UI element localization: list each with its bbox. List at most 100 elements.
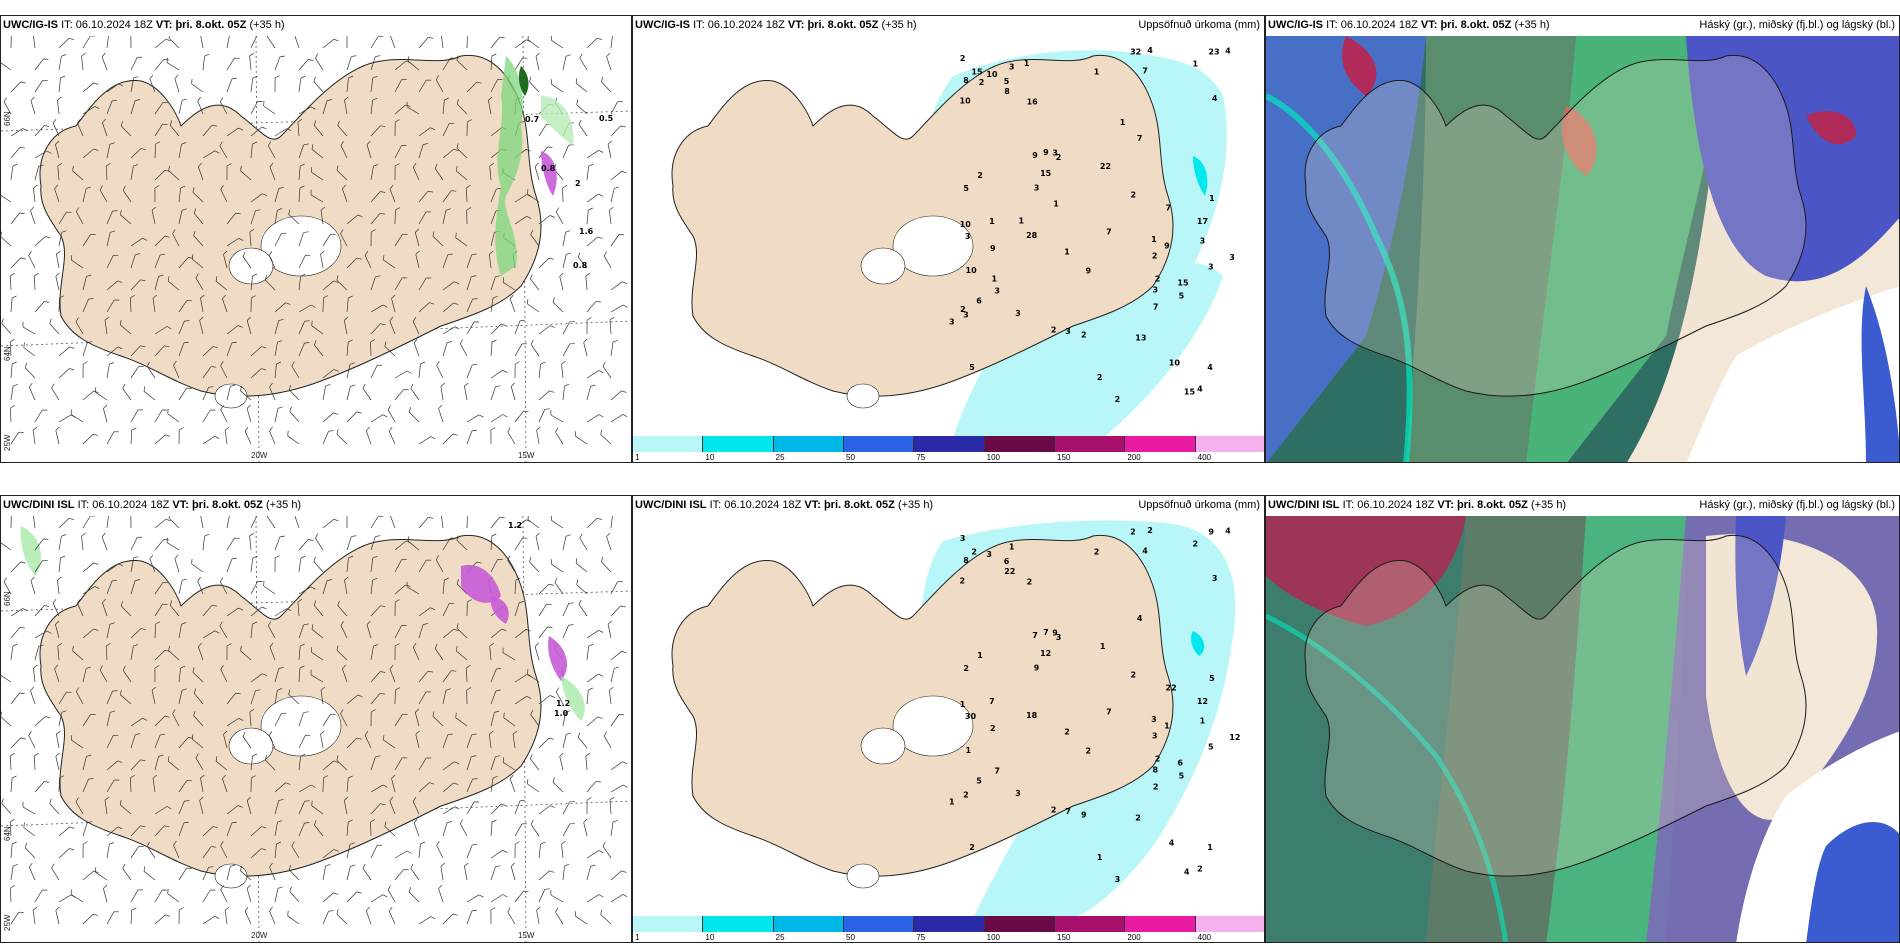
wind-barb-flag xyxy=(12,163,18,167)
wind-barb-flag xyxy=(72,645,74,651)
wind-barb xyxy=(274,668,280,683)
wind-barb xyxy=(267,145,276,159)
wind-barb xyxy=(154,649,166,661)
wind-barb xyxy=(154,715,166,727)
wind-barb xyxy=(57,100,60,115)
wind-barb-flag xyxy=(69,368,75,371)
wind-barb-flag xyxy=(300,555,306,559)
precip-value: 2 xyxy=(1027,578,1033,587)
precip-value: 3 xyxy=(949,317,955,326)
wind-barb-flag xyxy=(320,206,326,211)
wind-barb-flag xyxy=(590,384,596,387)
wind-barb xyxy=(311,149,324,159)
wind-barb xyxy=(51,387,60,401)
precip-value: 9 xyxy=(990,244,996,253)
wind-barb-flag xyxy=(357,694,363,698)
wind-barb xyxy=(322,849,335,859)
wind-barb xyxy=(191,258,204,269)
wind-barb-flag xyxy=(495,385,501,388)
wind-barb xyxy=(106,144,111,159)
wind-barb xyxy=(432,236,444,247)
legend-swatch xyxy=(914,916,985,932)
wind-barb xyxy=(200,516,204,529)
wind-barb-flag xyxy=(268,621,272,626)
wind-barb xyxy=(191,563,204,573)
lon-label: 15W xyxy=(518,931,535,940)
wind-barb xyxy=(82,342,88,357)
wind-barb xyxy=(562,56,567,71)
wind-barb xyxy=(291,845,300,859)
wind-barb-flag xyxy=(88,778,94,780)
wind-barb-flag xyxy=(454,281,460,285)
precip-value: 3 xyxy=(963,311,969,320)
wind-barb-flag xyxy=(249,708,255,713)
wind-barb xyxy=(289,389,300,401)
wind-barb xyxy=(246,408,252,423)
wind-barb xyxy=(220,845,228,859)
wind-barb-flag xyxy=(168,36,170,39)
wind-barb-flag xyxy=(534,642,539,647)
wind-barb-flag xyxy=(10,273,15,277)
wind-barb xyxy=(601,561,612,573)
svg-text:0.5: 0.5 xyxy=(599,114,614,123)
wind-barb xyxy=(534,166,540,181)
wind-barb-flag xyxy=(464,862,469,867)
wind-barb-flag xyxy=(519,601,525,603)
wind-barb xyxy=(122,868,132,881)
wind-barb-flag xyxy=(622,784,628,788)
panel-header: UWC/IG-IS IT: 06.10.2024 18Z VT: þri. 8.… xyxy=(1268,19,1550,31)
legend-tick: 75 xyxy=(916,453,926,462)
precip-value: 5 xyxy=(969,363,975,372)
wind-barb xyxy=(178,690,183,705)
wind-barb xyxy=(298,735,306,749)
wind-barb xyxy=(314,344,324,357)
wind-barb-flag xyxy=(387,405,391,410)
wind-barb xyxy=(610,342,614,357)
wind-barb xyxy=(99,669,108,683)
wind-barb xyxy=(562,254,567,269)
wind-barb-flag xyxy=(395,119,400,123)
wind-barb-flag xyxy=(182,98,187,101)
legend-tick: 75 xyxy=(916,933,926,942)
wind-barb xyxy=(106,232,111,247)
precip-value: 5 xyxy=(976,777,982,786)
wind-barb-flag xyxy=(166,326,172,330)
wind-barb xyxy=(23,827,36,837)
wind-barb-flag xyxy=(544,888,550,890)
wind-barb-flag xyxy=(544,408,550,410)
wind-barb-flag xyxy=(246,404,251,409)
wind-barb xyxy=(585,275,588,291)
wind-barb xyxy=(34,630,48,639)
panel-title: Uppsöfnuð úrkoma (mm) xyxy=(1138,19,1260,31)
wind-barb xyxy=(266,516,276,529)
wind-barb xyxy=(56,254,60,269)
wind-barb-flag xyxy=(199,796,204,801)
wind-barb-flag xyxy=(375,55,381,58)
wind-barb-flag xyxy=(577,252,581,258)
wind-barb-flag xyxy=(289,886,292,892)
legend-tick: 100 xyxy=(986,933,1001,942)
wind-barb-flag xyxy=(454,806,460,810)
wind-barb-flag xyxy=(173,360,177,366)
wind-barb xyxy=(344,580,348,595)
wind-barb-flag xyxy=(252,75,258,79)
wind-barb-flag xyxy=(30,206,34,212)
wind-barb-flag xyxy=(163,58,169,61)
wind-barb-flag xyxy=(333,849,339,852)
wind-barb xyxy=(442,734,449,749)
wind-barb-flag xyxy=(133,164,139,167)
wind-barb-flag xyxy=(586,797,592,801)
wind-barb-flag xyxy=(213,826,218,829)
wind-barb-flag xyxy=(555,207,560,212)
wind-barb-flag xyxy=(279,55,285,58)
wind-barb-flag xyxy=(349,362,355,365)
wind-barb-flag xyxy=(527,36,529,40)
wind-barb xyxy=(490,188,497,203)
wind-barb xyxy=(442,822,448,837)
wind-barb-flag xyxy=(93,82,99,85)
wind-barb-flag xyxy=(602,841,606,847)
wind-barb-flag xyxy=(380,191,386,193)
wind-barb-flag xyxy=(373,644,379,647)
wind-barb xyxy=(274,233,282,247)
wind-barb xyxy=(442,57,451,71)
